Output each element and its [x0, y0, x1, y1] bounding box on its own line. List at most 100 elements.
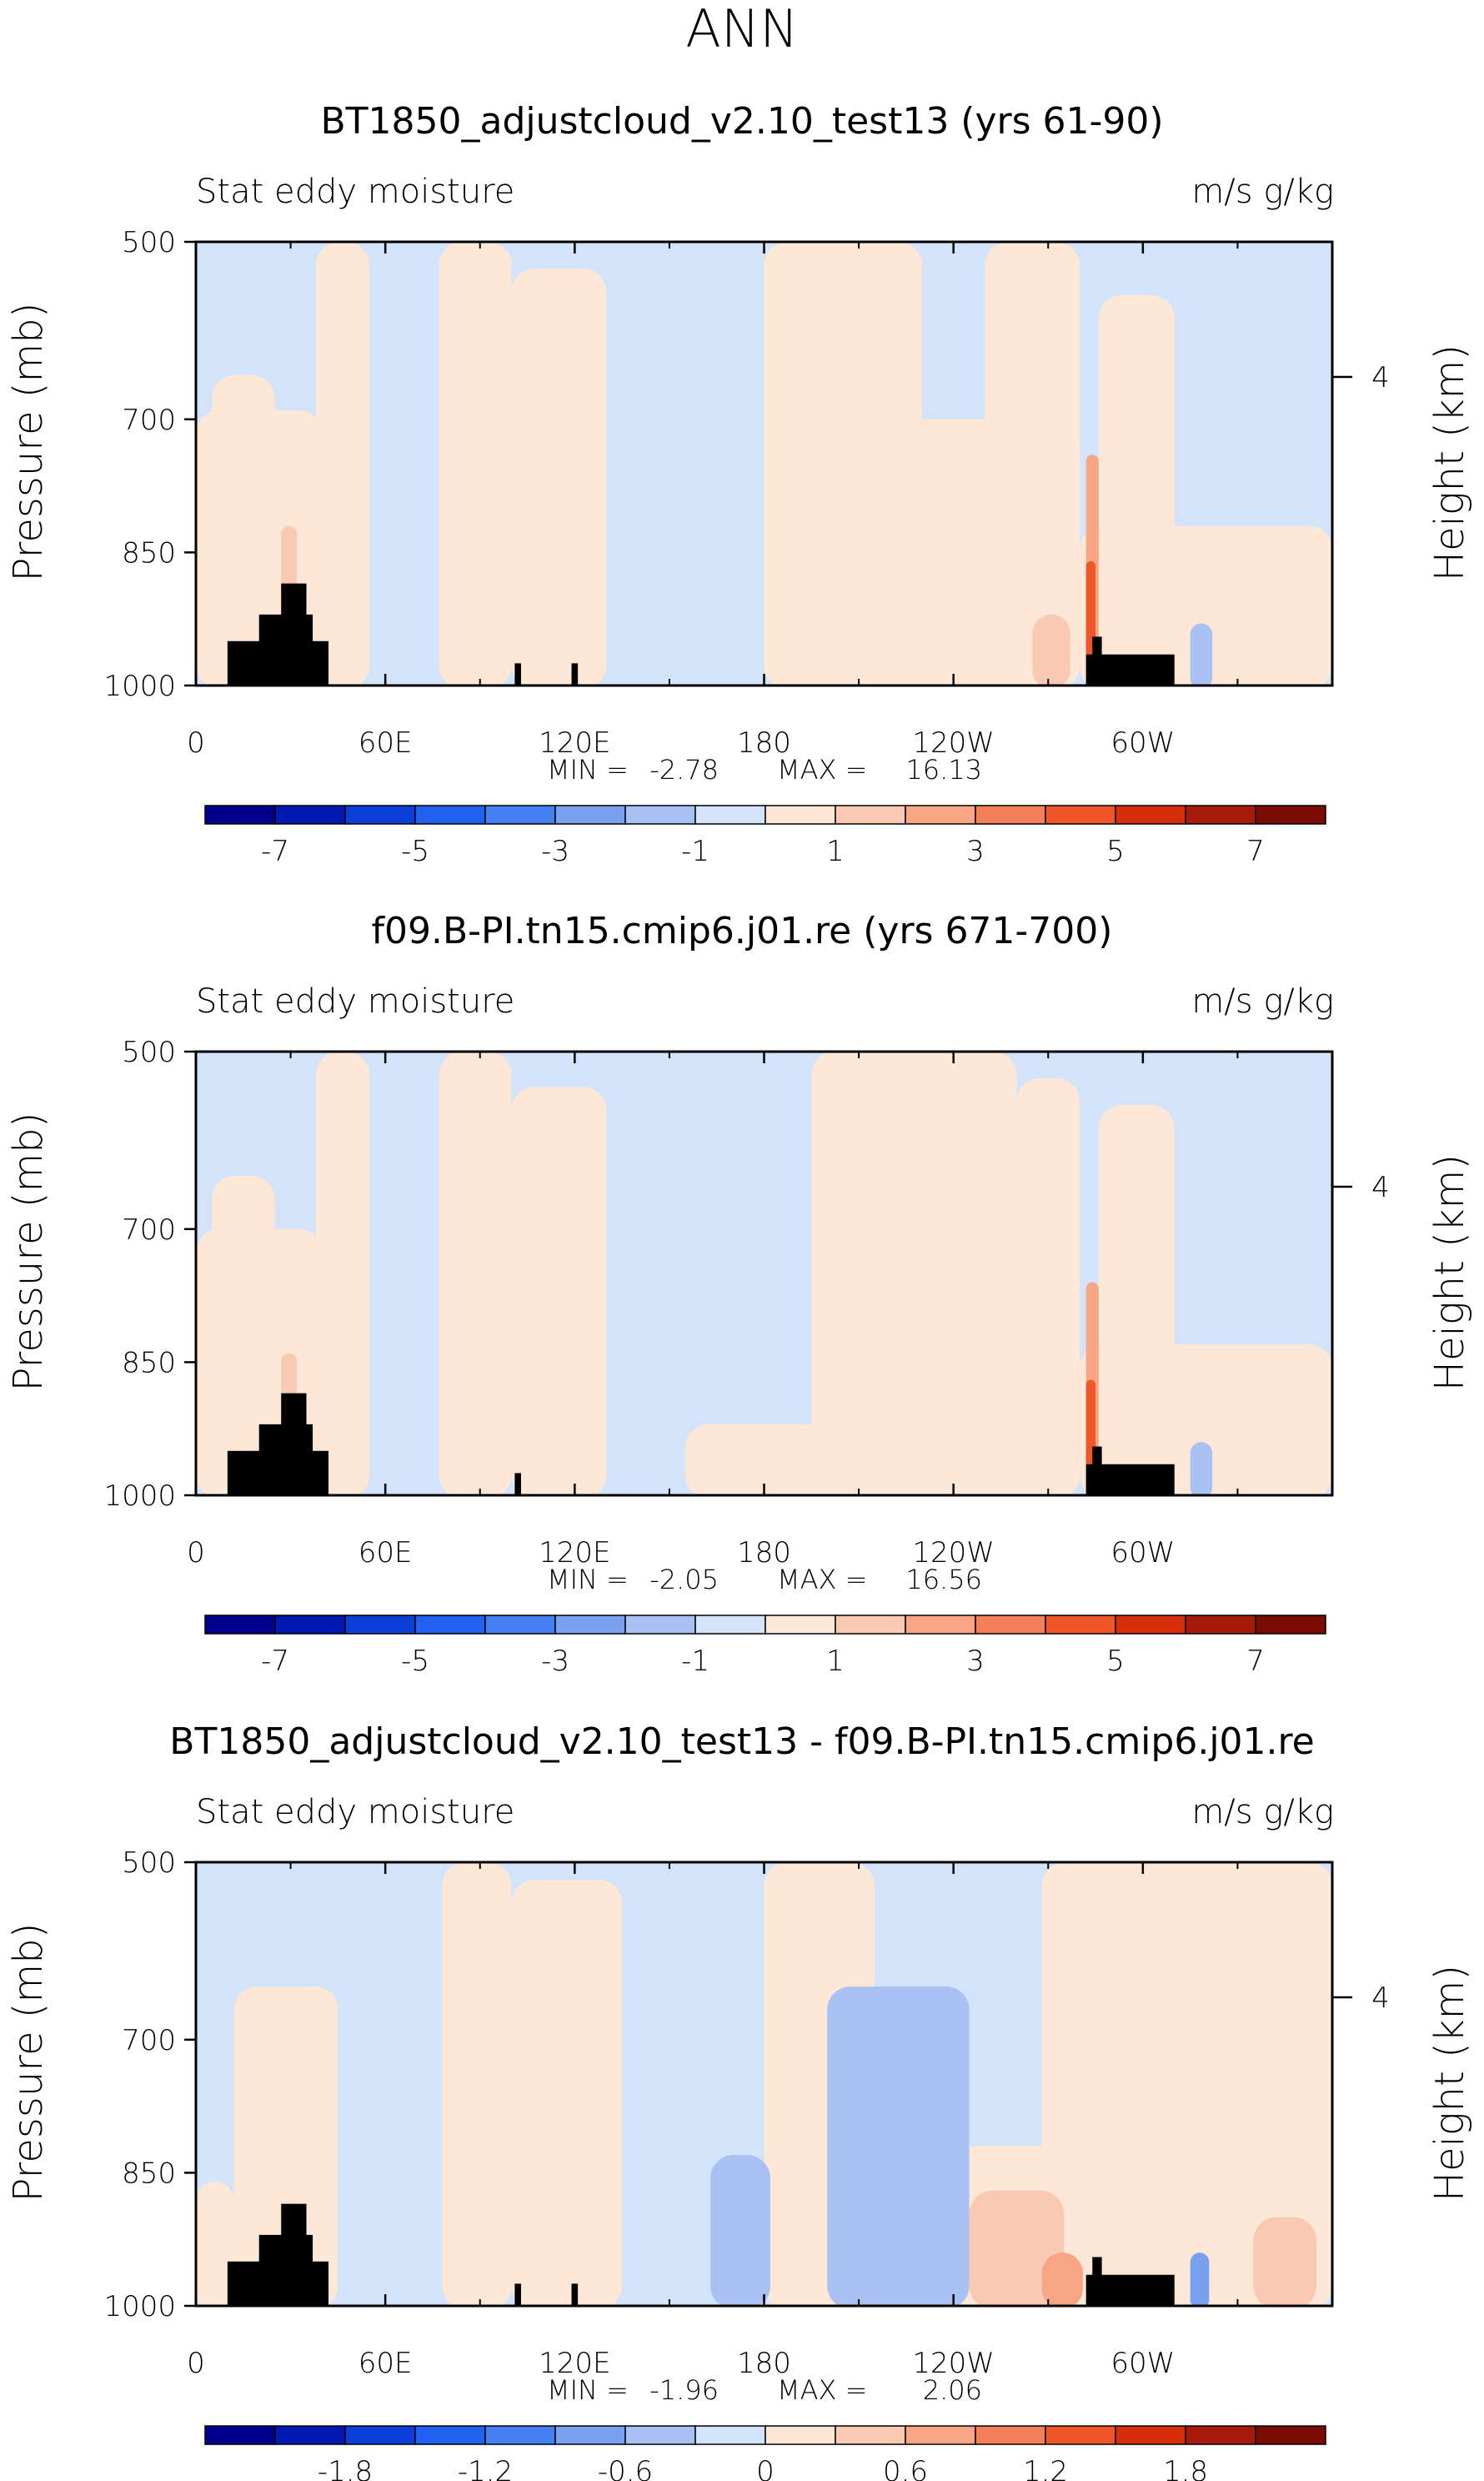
colorbar-label: -3 [541, 1645, 569, 1678]
x-tick-label: 0 [187, 2347, 205, 2380]
contour-region-16 [1190, 623, 1213, 686]
min-label: MIN = [547, 1564, 629, 1595]
colorbar-segment-16 [1255, 2425, 1326, 2445]
land-mask-4 [514, 663, 521, 686]
colorbar-label: -7 [261, 835, 289, 868]
colorbar-segment-11 [905, 2425, 976, 2445]
colorbar-segment-1 [204, 2425, 276, 2445]
colorbar-segment-16 [1255, 1615, 1326, 1635]
colorbar-label: 1 [826, 835, 845, 868]
colorbar-segment-6 [554, 2425, 626, 2445]
land-mask-6 [1092, 1446, 1102, 1495]
colorbar-segment-5 [484, 805, 556, 825]
colorbar-segment-4 [414, 1615, 486, 1635]
colorbar-segment-15 [1185, 1615, 1256, 1635]
y-tick-label: 700 [122, 2024, 176, 2057]
contour-region-5 [439, 1052, 512, 1495]
left-label: Stat eddy moisture [196, 1793, 514, 1831]
colorbar-segment-9 [765, 805, 836, 825]
contour-region-2 [211, 1175, 275, 1495]
colorbar-label: 5 [1106, 835, 1125, 868]
colorbar-segment-4 [414, 2425, 486, 2445]
contour-region-14 [1190, 2252, 1210, 2306]
colorbar-segment-12 [975, 805, 1046, 825]
chart-panel-2: f09.B-PI.tn15.cmip6.j01.re (yrs 671-700)… [5, 910, 1473, 1678]
colorbar-label: 3 [966, 835, 985, 868]
contour-region-2 [211, 374, 275, 686]
colorbar-label: 5 [1106, 1645, 1125, 1678]
colorbar-segment-7 [624, 2425, 696, 2445]
y-tick-label: 700 [122, 404, 176, 437]
y-axis-label-right: Height (km) [1426, 1154, 1473, 1391]
colorbar-label: 3 [966, 1645, 985, 1678]
contour-region-8 [1041, 1862, 1332, 2306]
colorbar-segment-8 [694, 1615, 766, 1635]
colorbar-segment-3 [344, 805, 416, 825]
colorbar-segment-8 [694, 2425, 766, 2445]
x-tick-label: 120E [539, 2347, 610, 2380]
x-tick-label: 60E [358, 726, 413, 760]
colorbar-segment-14 [1115, 805, 1186, 825]
colorbar-segment-1 [204, 805, 276, 825]
colorbar-segment-11 [905, 1615, 976, 1635]
contour-region-12 [1098, 1104, 1175, 1495]
colorbar-segment-13 [1045, 805, 1116, 825]
colorbar-segment-7 [624, 805, 696, 825]
y-axis-label: Pressure (mb) [5, 1112, 52, 1392]
colorbar-label: -1 [681, 1645, 709, 1678]
contour-region-15 [1190, 1442, 1213, 1495]
colorbar-label: -7 [261, 1645, 289, 1678]
contour-region-6 [511, 268, 607, 686]
y-tick-label: 850 [122, 1346, 176, 1379]
colorbar-segment-10 [835, 1615, 906, 1635]
colorbar-segment-9 [765, 1615, 836, 1635]
colorbar-label: -0.6 [598, 2455, 653, 2481]
left-label: Stat eddy moisture [196, 982, 514, 1021]
x-tick-label: 120E [539, 726, 610, 760]
x-tick-label: 60W [1110, 726, 1175, 760]
x-tick-label: 120W [912, 2347, 995, 2380]
contour-region-12 [827, 1986, 970, 2306]
x-tick-label: 180 [737, 1536, 791, 1569]
colorbar-segment-9 [765, 2425, 836, 2445]
min-value: -2.78 [649, 754, 719, 786]
contour-region-2 [196, 2182, 234, 2306]
contour-region-9 [969, 2190, 1065, 2306]
x-tick-label: 180 [737, 2347, 791, 2380]
colorbar-label: 7 [1246, 1645, 1265, 1678]
contour-region-5 [439, 242, 512, 686]
min-label: MIN = [547, 754, 629, 786]
contour-region-10 [815, 543, 1080, 686]
right-label: m/s g/kg [1191, 982, 1334, 1021]
x-tick-label: 180 [737, 726, 791, 760]
x-tick-label: 0 [187, 726, 205, 760]
land-mask-7 [1092, 2257, 1102, 2306]
colorbar-segment-5 [484, 1615, 556, 1635]
y-axis-label: Pressure (mb) [5, 1923, 52, 2202]
colorbar-segment-2 [274, 805, 346, 825]
y-tick-label: 1000 [103, 670, 176, 703]
colorbar-label: -5 [401, 1645, 429, 1678]
colorbar-label: -1.2 [458, 2455, 513, 2481]
land-mask-4 [514, 1473, 521, 1495]
colorbar-segment-14 [1115, 2425, 1186, 2445]
y-tick-label: 500 [122, 1846, 176, 1880]
colorbar-label: -5 [401, 835, 429, 868]
y-tick-label: 500 [122, 1036, 176, 1069]
land-mask-7 [1092, 636, 1102, 686]
figure-title: ANN [685, 0, 798, 59]
colorbar-segment-11 [905, 805, 976, 825]
left-label: Stat eddy moisture [196, 173, 514, 211]
colorbar-label: 1.2 [1023, 2455, 1068, 2481]
contour-region-15 [1032, 614, 1070, 686]
x-tick-label: 120W [912, 726, 995, 760]
x-tick-label: 60W [1110, 2347, 1175, 2380]
colorbar-segment-7 [624, 1615, 696, 1635]
min-label: MIN = [547, 2374, 629, 2406]
contour-field [196, 242, 1332, 686]
chart-title: f09.B-PI.tn15.cmip6.j01.re (yrs 671-700) [372, 910, 1113, 952]
contour-field [196, 1052, 1332, 1495]
y-tick-label: 850 [122, 536, 176, 570]
max-value: 2.06 [923, 2374, 982, 2406]
x-tick-label: 60E [358, 2347, 413, 2380]
